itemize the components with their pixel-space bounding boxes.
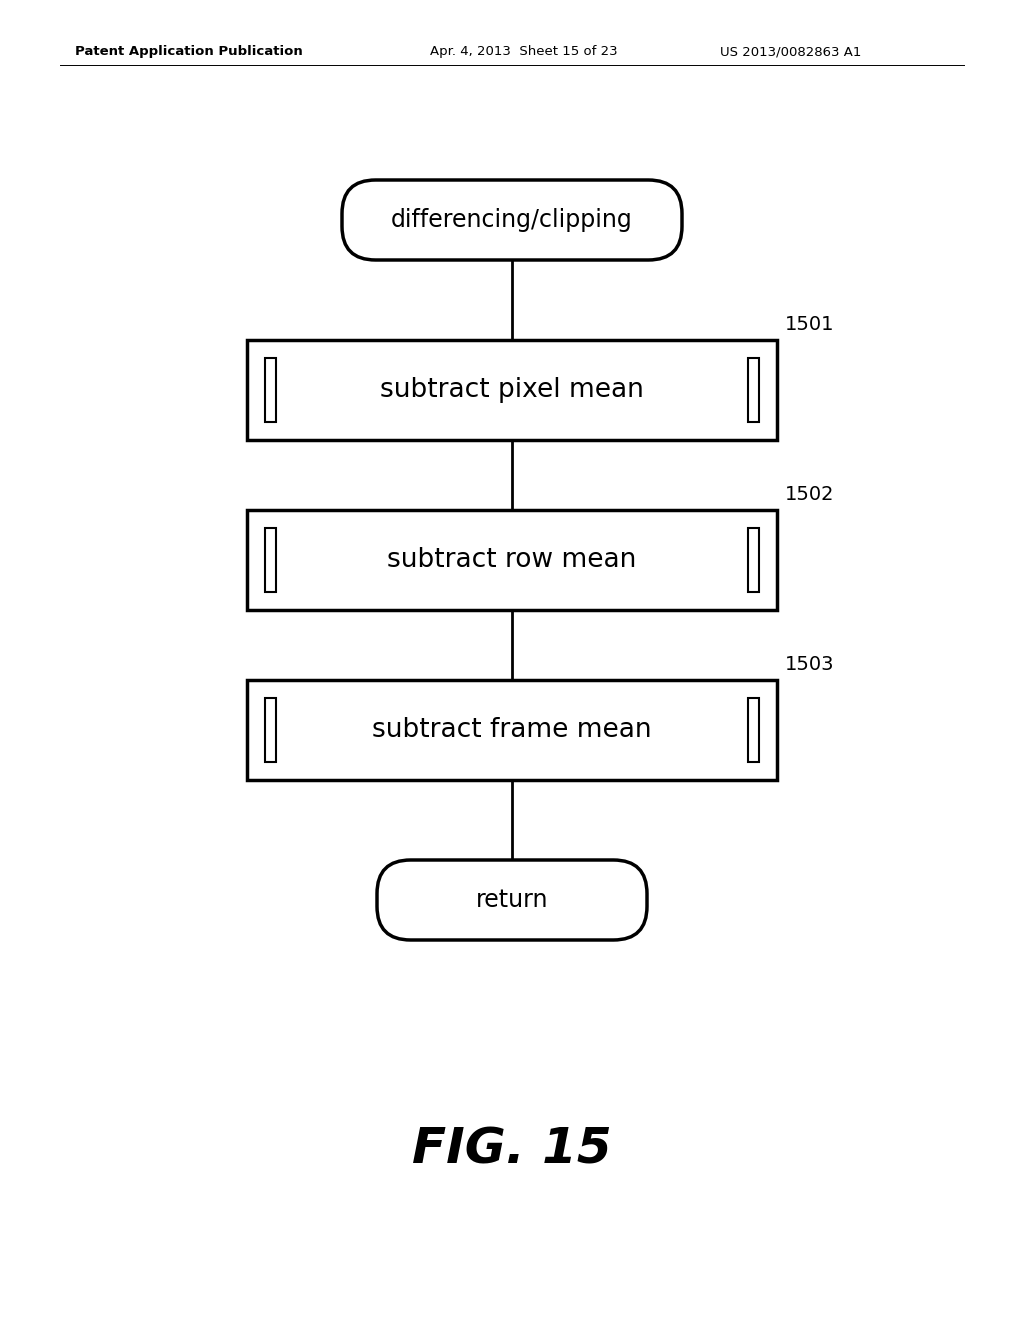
Text: FIG. 15: FIG. 15 (413, 1126, 611, 1173)
Text: return: return (476, 888, 548, 912)
Text: 1501: 1501 (785, 315, 835, 334)
Text: US 2013/0082863 A1: US 2013/0082863 A1 (720, 45, 861, 58)
FancyBboxPatch shape (377, 861, 647, 940)
Text: 1502: 1502 (785, 484, 835, 504)
Bar (749, 698, 759, 762)
Text: Apr. 4, 2013  Sheet 15 of 23: Apr. 4, 2013 Sheet 15 of 23 (430, 45, 617, 58)
Bar (265, 358, 275, 422)
FancyBboxPatch shape (342, 180, 682, 260)
Bar (247, 341, 777, 440)
Bar (749, 528, 759, 591)
Text: subtract row mean: subtract row mean (387, 546, 637, 573)
Bar (749, 358, 759, 422)
Text: subtract frame mean: subtract frame mean (372, 717, 652, 743)
Bar (265, 528, 275, 591)
Text: subtract pixel mean: subtract pixel mean (380, 378, 644, 403)
Text: 1503: 1503 (785, 655, 835, 675)
Text: differencing/clipping: differencing/clipping (391, 209, 633, 232)
Bar (247, 510, 777, 610)
Bar (247, 680, 777, 780)
Text: Patent Application Publication: Patent Application Publication (75, 45, 303, 58)
Bar (265, 698, 275, 762)
